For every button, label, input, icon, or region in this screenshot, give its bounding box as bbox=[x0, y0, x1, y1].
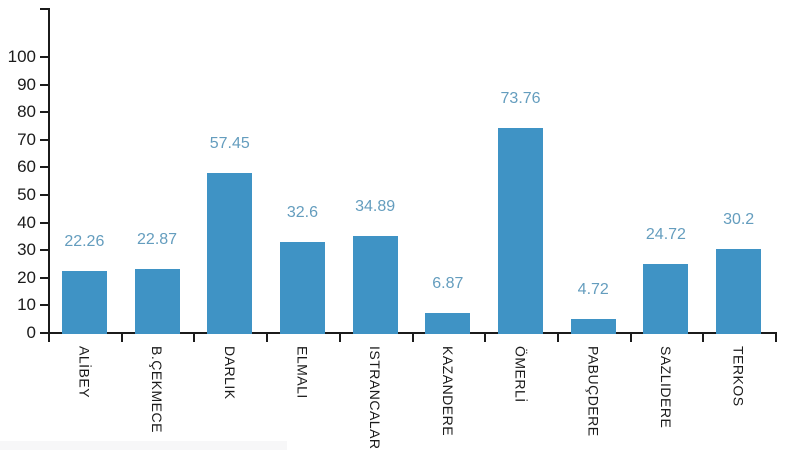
x-category-label: KAZANDERE bbox=[439, 346, 456, 437]
x-tick bbox=[556, 334, 559, 342]
bar-value-label: 4.72 bbox=[577, 280, 609, 298]
y-tick bbox=[40, 221, 48, 224]
x-category-label: B.ÇEKMECE bbox=[149, 346, 166, 433]
bar-value-label: 73.76 bbox=[500, 90, 541, 108]
bar bbox=[643, 263, 689, 334]
bar bbox=[61, 270, 107, 334]
bar-value-label: 22.26 bbox=[64, 232, 105, 250]
x-tick bbox=[775, 334, 777, 342]
bar bbox=[498, 128, 544, 334]
y-tick bbox=[40, 83, 48, 86]
y-tick-label: 0 bbox=[26, 323, 36, 342]
y-tick-label: 100 bbox=[7, 47, 36, 66]
x-tick bbox=[411, 334, 414, 342]
bar-value-label: 30.2 bbox=[723, 210, 755, 228]
x-category-label: ISTRANCALAR bbox=[367, 346, 384, 450]
y-tick-label: 50 bbox=[17, 185, 36, 204]
y-tick bbox=[40, 56, 48, 58]
bar-value-label: 57.45 bbox=[209, 135, 250, 153]
bar bbox=[352, 235, 398, 334]
x-tick bbox=[193, 334, 196, 342]
y-tick bbox=[40, 304, 48, 307]
x-axis-line bbox=[48, 332, 777, 334]
x-category-label: PABUÇDERE bbox=[585, 346, 602, 437]
bar-value-label: 34.89 bbox=[355, 197, 396, 215]
y-tick bbox=[40, 194, 48, 196]
y-tick-label: 70 bbox=[17, 129, 36, 149]
y-tick-label: 30 bbox=[17, 240, 36, 260]
y-tick bbox=[40, 166, 48, 169]
bar bbox=[207, 173, 253, 334]
x-category-label: TERKOS bbox=[730, 346, 747, 407]
y-tick-label: 20 bbox=[17, 267, 36, 287]
y-tick bbox=[40, 111, 48, 114]
x-tick bbox=[338, 334, 341, 342]
bar-value-label: 22.87 bbox=[137, 230, 178, 248]
x-tick bbox=[484, 334, 487, 342]
x-tick bbox=[48, 334, 50, 342]
y-tick bbox=[40, 138, 48, 141]
y-tick-label: 90 bbox=[17, 74, 36, 94]
bar bbox=[425, 313, 471, 334]
bar-value-label: 24.72 bbox=[645, 225, 686, 243]
bar bbox=[716, 248, 762, 334]
x-category-label: ELMALI bbox=[294, 346, 311, 399]
x-tick bbox=[629, 334, 632, 342]
y-tick bbox=[40, 276, 48, 279]
y-tick-label: 60 bbox=[17, 157, 36, 177]
y-tick-label: 10 bbox=[17, 295, 36, 315]
x-tick bbox=[266, 334, 269, 342]
y-axis-endcap-tick bbox=[40, 8, 50, 10]
x-category-label: ÖMERLİ bbox=[512, 346, 529, 403]
bar bbox=[570, 318, 616, 334]
y-tick-label: 80 bbox=[17, 102, 36, 122]
x-category-label: DARLIK bbox=[221, 346, 238, 400]
x-tick bbox=[120, 334, 123, 342]
x-tick bbox=[702, 334, 705, 342]
y-axis-line bbox=[48, 8, 50, 334]
footer-strip bbox=[0, 441, 287, 450]
bar-value-label: 6.87 bbox=[432, 275, 464, 293]
bar bbox=[134, 268, 180, 334]
x-category-label: ALİBEY bbox=[76, 346, 93, 399]
bar bbox=[279, 242, 325, 334]
y-tick bbox=[40, 332, 48, 334]
y-tick bbox=[40, 249, 48, 252]
y-tick-label: 40 bbox=[17, 212, 36, 232]
x-category-label: SAZLIDERE bbox=[657, 346, 674, 429]
bar-value-label: 32.6 bbox=[286, 204, 318, 222]
